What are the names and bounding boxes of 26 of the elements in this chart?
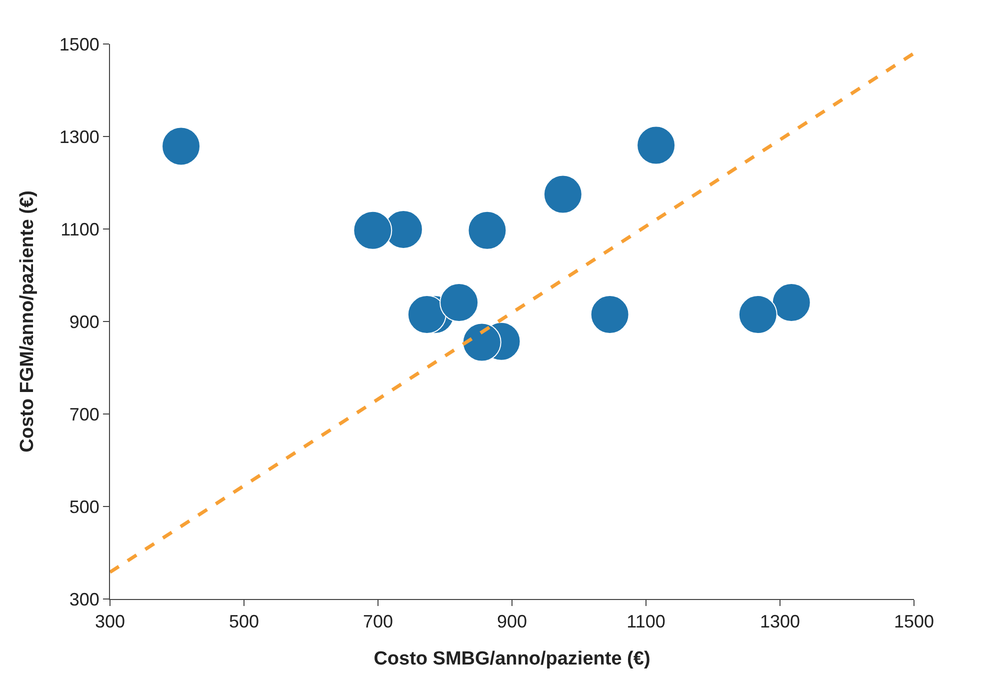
y-tick-label: 500 [69,496,100,517]
point [462,322,502,362]
x-tick-label: 900 [496,612,528,632]
x-tick-label: 1100 [626,612,666,632]
y-tick-label: 1500 [59,34,100,54]
y-tick-label: 1300 [59,126,100,147]
point [353,210,392,250]
x-axis-title: Costo SMBG/anno/paziente (€) [374,648,650,670]
point [590,295,630,334]
y-axis-title: Costo FGM/anno/paziente (€) [17,190,38,452]
point [772,283,811,322]
y-tick-label: 700 [69,404,100,424]
x-tick-label: 1300 [760,612,800,632]
point [636,126,676,165]
point [162,126,201,166]
x-tick-label: 300 [94,612,126,632]
x-tick-label: 1500 [894,612,934,632]
y-tick-label: 300 [69,589,100,610]
point [543,174,582,214]
point [440,283,479,322]
point [738,295,778,334]
y-tick-label: 1100 [60,219,100,240]
y-tick-label: 900 [69,312,100,332]
point [468,210,507,250]
x-tick-label: 700 [362,612,394,632]
x-tick-label: 500 [228,612,260,632]
